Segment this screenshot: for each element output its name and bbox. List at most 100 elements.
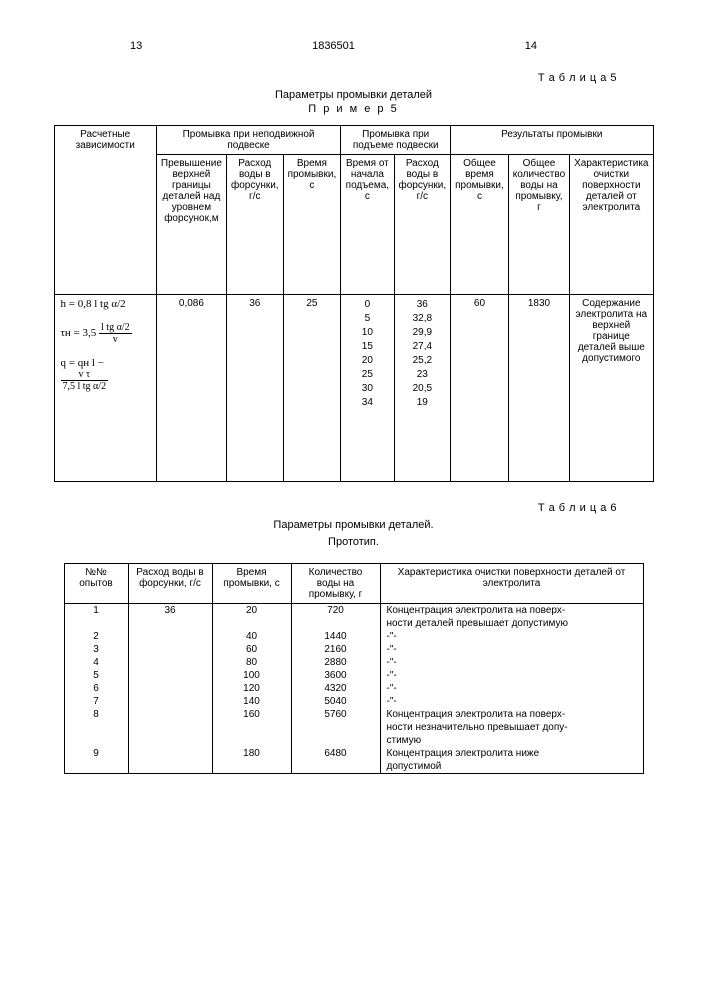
table-cell: 5 bbox=[64, 669, 128, 682]
t5-h-c2: Расход воды в форсунки, г/c bbox=[226, 155, 283, 295]
table-cell: 1 bbox=[64, 604, 128, 618]
table-row: ности деталей превышает допустимую bbox=[64, 617, 643, 630]
table-row: ности незначительно превышает допу- bbox=[64, 721, 643, 734]
table-cell bbox=[128, 747, 212, 760]
table-cell: 5760 bbox=[291, 708, 380, 721]
table-cell: 3600 bbox=[291, 669, 380, 682]
t5-h-c6: Общее время промывки, с bbox=[451, 155, 509, 295]
table-cell: Концентрация электролита на поверх- bbox=[380, 604, 643, 618]
t5-v3: 25 bbox=[283, 295, 341, 482]
table6: №№ опытов Расход воды в форсунки, г/c Вр… bbox=[64, 563, 644, 774]
t5-v6: 60 bbox=[451, 295, 509, 482]
t6-h-c3: Время промывки, с bbox=[212, 564, 291, 604]
t5-h-c4: Время от начала подъема, с bbox=[341, 155, 394, 295]
table-cell bbox=[128, 617, 212, 630]
t5-v7: 1830 bbox=[508, 295, 569, 482]
table-cell bbox=[128, 721, 212, 734]
table-cell: -"- bbox=[380, 682, 643, 695]
table-cell bbox=[64, 617, 128, 630]
table-cell bbox=[291, 734, 380, 747]
table-row: 4 802880-"- bbox=[64, 656, 643, 669]
t5-h-g3: Промывка при подъеме подвески bbox=[341, 126, 451, 155]
table-cell bbox=[64, 721, 128, 734]
table-cell: стимую bbox=[380, 734, 643, 747]
table5-label: Т а б л и ц а 5 bbox=[50, 72, 617, 84]
table-cell bbox=[128, 682, 212, 695]
table-cell: 6 bbox=[64, 682, 128, 695]
table-cell: Концентрация электролита на поверх- bbox=[380, 708, 643, 721]
table-cell: 9 bbox=[64, 747, 128, 760]
table-cell: -"- bbox=[380, 656, 643, 669]
table-cell bbox=[128, 734, 212, 747]
table-row: 5 1003600-"- bbox=[64, 669, 643, 682]
page-right: 14 bbox=[525, 40, 537, 52]
table-cell bbox=[128, 630, 212, 643]
t5-h-c7: Общее количество воды на промывку, г bbox=[508, 155, 569, 295]
t5-h-c1: Превышение верхней границы деталей над у… bbox=[156, 155, 226, 295]
table-cell: 2880 bbox=[291, 656, 380, 669]
table-cell: -"- bbox=[380, 669, 643, 682]
t5-formulas: h = 0,8 l tg α/2 τн = 3,5 l tg α/2v q = … bbox=[54, 295, 156, 482]
table-cell bbox=[291, 721, 380, 734]
table-cell: 4 bbox=[64, 656, 128, 669]
table-cell bbox=[212, 760, 291, 774]
formula3: q = qн l − v τ7,5 l tg α/2 bbox=[61, 357, 152, 392]
t6-h-c4: Количество воды на промывку, г bbox=[291, 564, 380, 604]
table-cell: 6480 bbox=[291, 747, 380, 760]
table-cell: 4320 bbox=[291, 682, 380, 695]
table-cell: 7 bbox=[64, 695, 128, 708]
formula2: τн = 3,5 l tg α/2v bbox=[61, 322, 152, 345]
table-cell: Концентрация электролита ниже bbox=[380, 747, 643, 760]
table-row: 2401440-"- bbox=[64, 630, 643, 643]
table-cell: 60 bbox=[212, 643, 291, 656]
table5-caption1: Параметры промывки деталей bbox=[50, 89, 657, 101]
t5-h-g4: Результаты промывки bbox=[451, 126, 653, 155]
table-row: стимую bbox=[64, 734, 643, 747]
table-cell bbox=[128, 643, 212, 656]
table-cell: 120 bbox=[212, 682, 291, 695]
table-row: 6 1204320-"- bbox=[64, 682, 643, 695]
table-cell: 100 bbox=[212, 669, 291, 682]
table-row: 7 1405040-"- bbox=[64, 695, 643, 708]
table-cell: 3 bbox=[64, 643, 128, 656]
table-row: 9 1806480Концентрация электролита ниже bbox=[64, 747, 643, 760]
table-cell: 140 bbox=[212, 695, 291, 708]
t5-v2: 36 bbox=[226, 295, 283, 482]
table-cell: -"- bbox=[380, 630, 643, 643]
table-cell: 2 bbox=[64, 630, 128, 643]
table-row: допустимой bbox=[64, 760, 643, 774]
table-row: 3602160-"- bbox=[64, 643, 643, 656]
table-cell bbox=[291, 760, 380, 774]
table-cell bbox=[212, 734, 291, 747]
table-row: 81605760Концентрация электролита на пове… bbox=[64, 708, 643, 721]
table-cell bbox=[291, 617, 380, 630]
table-cell bbox=[128, 656, 212, 669]
table-cell bbox=[64, 734, 128, 747]
table-cell: 40 bbox=[212, 630, 291, 643]
table-cell: ности незначительно превышает допу- bbox=[380, 721, 643, 734]
table-cell bbox=[128, 708, 212, 721]
table5-caption2: П р и м е р 5 bbox=[50, 103, 657, 115]
t5-h-c8: Характеристика очистки поверхности детал… bbox=[570, 155, 653, 295]
table6-caption1: Параметры промывки деталей. bbox=[50, 519, 657, 531]
page-numbers: 13 1836501 14 bbox=[130, 40, 537, 52]
table-cell: 36 bbox=[128, 604, 212, 618]
t5-h-g1: Расчетные зависимости bbox=[54, 126, 156, 295]
table-cell: 80 bbox=[212, 656, 291, 669]
table-cell bbox=[212, 617, 291, 630]
table-cell bbox=[128, 669, 212, 682]
page-center: 1836501 bbox=[312, 40, 355, 52]
table-cell: -"- bbox=[380, 695, 643, 708]
t6-h-c5: Характеристика очистки поверхности детал… bbox=[380, 564, 643, 604]
table-cell bbox=[128, 695, 212, 708]
t5-h-c5: Расход воды в форсунки, г/c bbox=[394, 155, 451, 295]
table-cell bbox=[128, 760, 212, 774]
table-cell: 180 bbox=[212, 747, 291, 760]
table5: Расчетные зависимости Промывка при непод… bbox=[54, 125, 654, 482]
t5-v1: 0,086 bbox=[156, 295, 226, 482]
t5-v8: Содержание электролита на верхней границ… bbox=[570, 295, 653, 482]
table-row: 13620720Концентрация электролита на пове… bbox=[64, 604, 643, 618]
table-cell: 720 bbox=[291, 604, 380, 618]
table-cell: 2160 bbox=[291, 643, 380, 656]
table-cell: 5040 bbox=[291, 695, 380, 708]
